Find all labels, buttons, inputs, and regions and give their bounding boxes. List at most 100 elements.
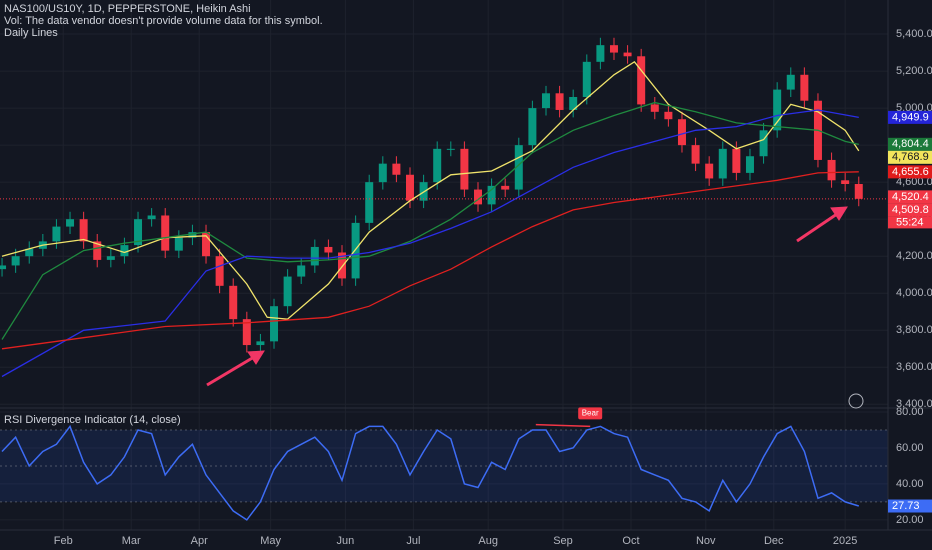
chart-title: NAS100/US10Y, 1D, PEPPERSTONE, Heikin As… [4, 3, 251, 15]
arrow [206, 350, 265, 387]
rsi-value-box [888, 499, 932, 513]
candle-body [664, 111, 673, 120]
candle-body [365, 182, 374, 223]
candle-body [120, 245, 129, 257]
candle-body [569, 97, 578, 110]
volume-note: Vol: The data vendor doesn't provide vol… [4, 15, 323, 27]
candle-body [378, 163, 387, 183]
x-tick-label: Mar [122, 535, 141, 547]
candle-body [188, 232, 197, 238]
candle-body [541, 93, 550, 109]
y-tick-label: 80.00 [896, 406, 924, 418]
candle-body [392, 163, 401, 175]
candle-body [256, 341, 265, 346]
x-tick-label: Jun [337, 535, 355, 547]
candle-body [310, 246, 319, 266]
rsi-title: RSI Divergence Indicator (14, close) [4, 414, 181, 426]
x-tick-label: Apr [191, 535, 208, 547]
indicator-label: Daily Lines [4, 27, 58, 39]
plot [0, 37, 888, 521]
x-tick-label: May [260, 535, 281, 547]
price-label: 4,768.9 [892, 151, 929, 163]
candle-body [514, 145, 523, 190]
moving-average [1, 101, 859, 340]
rsi-line [1, 424, 860, 521]
x-tick-label: Oct [622, 535, 639, 547]
countdown: 55:24 [896, 216, 924, 228]
price-label: 4,509.8 [892, 204, 929, 216]
candle-body [473, 189, 482, 205]
candle-body [93, 241, 102, 260]
candle-body [446, 148, 455, 150]
divergence-label: Bear [582, 408, 599, 417]
candle-body [841, 180, 850, 185]
candle-body [637, 56, 646, 105]
candle-body [297, 265, 306, 277]
candle-body [433, 148, 442, 183]
candle-body [623, 52, 632, 57]
x-tick-label: Dec [764, 535, 784, 547]
candle-body [800, 74, 809, 101]
price-label-box [888, 165, 932, 179]
candle-body [351, 222, 360, 279]
candle-body [745, 156, 754, 173]
candle-body [677, 119, 686, 146]
grid [0, 0, 888, 530]
rsi-value-label: 27.73 [892, 500, 920, 512]
candle-body [174, 237, 183, 251]
candle-body [147, 215, 156, 220]
x-tick-label: Sep [553, 535, 573, 547]
arrow-shaft [796, 212, 838, 243]
candle-body [827, 159, 836, 181]
candle-body [773, 89, 782, 131]
candle-body [283, 276, 292, 307]
y-tick-label: 4,000.0 [896, 287, 932, 299]
candle-body [11, 256, 20, 266]
y-tick-label: 3,800.0 [896, 324, 932, 336]
candle-body [691, 145, 700, 164]
y-tick-label: 3,600.0 [896, 361, 932, 373]
y-tick-label: 20.00 [896, 514, 924, 526]
candle-body [106, 256, 115, 260]
y-tick-label: 40.00 [896, 478, 924, 490]
y-tick-label: 4,600.0 [896, 176, 932, 188]
x-tick-label: 2025 [833, 535, 857, 547]
candle-body [582, 61, 591, 98]
candle-body [487, 185, 496, 205]
moving-average [1, 109, 859, 378]
candle-body [25, 248, 34, 257]
arrow-head [830, 206, 848, 221]
y-tick-label: 5,200.0 [896, 65, 932, 77]
arrow-shaft [206, 355, 255, 387]
alert-icon[interactable] [848, 393, 864, 409]
price-label: 4,655.6 [892, 166, 929, 178]
candle-body [324, 246, 333, 253]
arrow-head [247, 350, 265, 365]
candle-body [161, 215, 170, 251]
y-tick-label: 5,400.0 [896, 28, 932, 40]
candle-body [242, 319, 251, 346]
price-label-box [888, 203, 932, 217]
candle-body [501, 185, 510, 190]
candle-body [134, 219, 143, 246]
candle-body [650, 104, 659, 112]
candle-body [555, 93, 564, 110]
countdown-box [888, 216, 932, 229]
divergence-label-box [578, 407, 603, 420]
candle-body [759, 130, 768, 157]
x-tick-label: Jul [406, 535, 420, 547]
price-label-box [888, 137, 932, 151]
price-label: 4,520.4 [892, 191, 929, 203]
candle-body [406, 174, 415, 201]
price-label-box [888, 190, 932, 204]
candle-body [270, 306, 279, 342]
candle-body [0, 265, 7, 270]
candle-body [718, 148, 727, 179]
candle-body [202, 232, 211, 257]
candle-body [460, 148, 469, 190]
price-label-box [888, 110, 932, 124]
candle-body [705, 163, 714, 179]
moving-average [1, 171, 859, 350]
